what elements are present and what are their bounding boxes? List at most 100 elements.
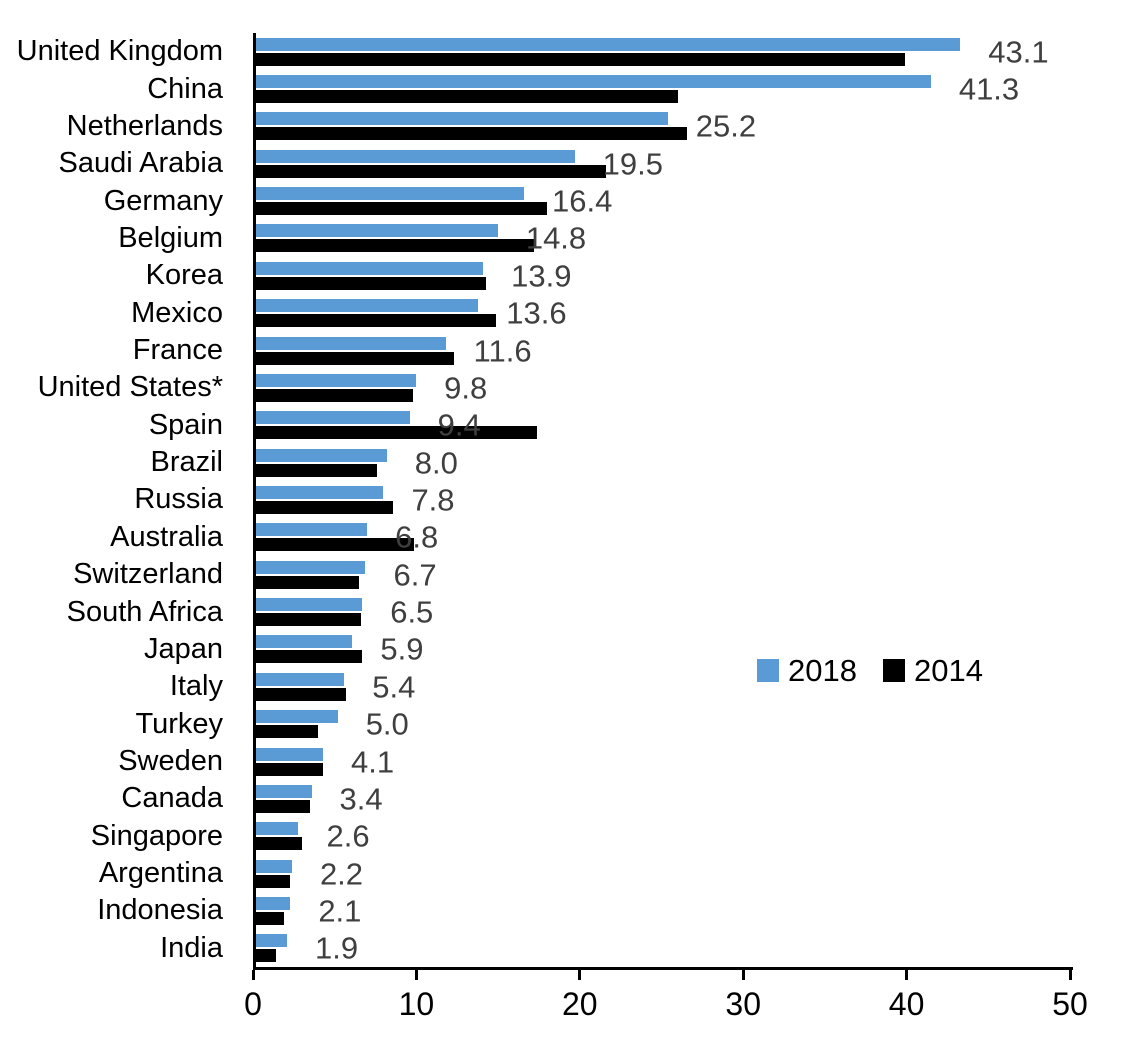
category-label: South Africa (66, 595, 223, 628)
value-label: 9.4 (437, 407, 481, 443)
bar-2018 (256, 149, 575, 163)
bar-group (256, 411, 1073, 440)
category-label: Germany (103, 184, 223, 217)
bar-2014 (256, 837, 302, 851)
x-tick-mark (578, 970, 582, 980)
category-label: Sweden (118, 745, 223, 777)
legend-swatch-2018-icon (757, 659, 779, 682)
bar-group (256, 373, 1073, 402)
value-label: 13.9 (511, 258, 572, 294)
bar-2018 (256, 598, 363, 612)
bar-group (256, 822, 1073, 851)
value-label: 3.4 (339, 781, 383, 817)
bar-2014 (256, 52, 905, 66)
bar-group (256, 336, 1073, 365)
value-label: 5.0 (365, 706, 409, 742)
bar-row: 5.0 (256, 705, 1073, 742)
bar-2014 (256, 799, 310, 813)
bar-2014 (256, 314, 497, 328)
category-label: Netherlands (66, 109, 223, 142)
bar-row: 8.0 (256, 444, 1073, 481)
bar-row: 4.1 (256, 743, 1073, 780)
value-label: 14.8 (525, 220, 587, 256)
x-tick-mark (251, 970, 255, 980)
bar-2018 (256, 747, 323, 761)
value-label: 7.8 (411, 482, 455, 518)
bar-group (256, 710, 1073, 739)
bar-2018 (256, 859, 292, 873)
category-label: Brazil (150, 446, 223, 479)
bar-group (256, 261, 1073, 290)
x-tick-mark (905, 970, 909, 980)
plot-area: 43.1 41.3 25.2 19.5 16.4 14.8 13.9 13.6 11.6 9.8 9… (253, 33, 1073, 970)
category-label: Canada (121, 782, 223, 815)
bar-group (256, 598, 1073, 627)
bar-2018 (256, 336, 446, 350)
category-label: Russia (134, 483, 223, 516)
value-label: 16.4 (551, 183, 613, 219)
bar-row: 11.6 (256, 332, 1073, 369)
value-label: 41.3 (958, 71, 1020, 107)
x-tick-mark (1068, 970, 1072, 980)
x-axis: 0 10 20 30 40 50 (244, 970, 1088, 1040)
bar-group (256, 747, 1073, 776)
x-tick-mark (414, 970, 418, 980)
category-label: Italy (169, 670, 223, 703)
bar-row: 5.4 (256, 668, 1073, 705)
value-label: 5.4 (372, 669, 416, 705)
bar-group (256, 112, 1073, 141)
bar-2014 (256, 949, 276, 963)
bar-group (256, 37, 1073, 66)
category-label: Switzerland (73, 558, 223, 591)
bar-2018 (256, 261, 484, 275)
x-tick-label: 30 (725, 986, 761, 1022)
bar-2014 (256, 239, 534, 253)
bar-row: 25.2 (256, 108, 1073, 145)
bar-2018 (256, 112, 668, 126)
bar-group (256, 224, 1073, 253)
legend-item-2014: 2014 (882, 655, 983, 686)
bar-2018 (256, 448, 387, 462)
bar-group (256, 523, 1073, 552)
value-label: 1.9 (315, 930, 359, 966)
bar-row: 13.6 (256, 295, 1073, 332)
x-tick-label: 10 (398, 986, 435, 1022)
legend-swatch-2014-icon (882, 659, 905, 682)
bar-row: 9.8 (256, 369, 1073, 406)
category-label: Indonesia (97, 894, 223, 927)
bar-2018 (256, 896, 291, 910)
value-label: 6.7 (393, 557, 437, 593)
value-label: 9.8 (444, 370, 488, 406)
bar-2014 (256, 538, 415, 552)
bar-2018 (256, 373, 417, 387)
value-label: 2.6 (326, 818, 370, 854)
bar-row: 13.9 (256, 257, 1073, 294)
legend: 2018 2014 (757, 655, 983, 686)
value-label: 6.5 (390, 594, 434, 630)
bar-group (256, 672, 1073, 701)
category-label: Australia (110, 520, 223, 553)
value-label: 11.6 (473, 333, 532, 369)
bar-2018 (256, 635, 353, 649)
bar-2014 (256, 762, 323, 776)
bar-group (256, 635, 1073, 664)
bar-group (256, 448, 1073, 477)
value-label: 4.1 (350, 744, 395, 779)
bar-row: 19.5 (256, 145, 1073, 182)
bar-2014 (256, 650, 363, 664)
bar-2018 (256, 672, 345, 686)
bar-2018 (256, 934, 288, 948)
x-tick-label: 0 (244, 986, 262, 1022)
bar-2014 (256, 500, 394, 514)
category-label: Singapore (90, 819, 223, 852)
bar-2014 (256, 426, 538, 440)
bar-2018 (256, 560, 366, 574)
legend-item-2018: 2018 (757, 655, 857, 686)
value-label: 19.5 (602, 146, 663, 182)
value-label: 8.0 (414, 445, 458, 481)
bar-2018 (256, 75, 931, 89)
bar-2014 (256, 351, 454, 365)
bar-2014 (256, 463, 377, 477)
x-tick-mark (741, 970, 745, 980)
